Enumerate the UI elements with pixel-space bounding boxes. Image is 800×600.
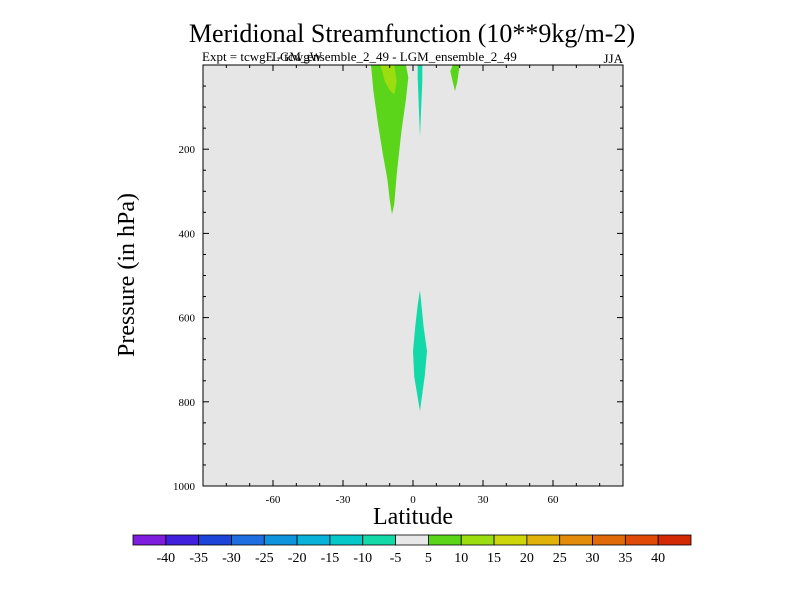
colorbar-swatch [592,534,626,546]
colorbar-swatch [657,534,692,546]
x-tick-label: -30 [336,494,351,506]
colorbar-label: 20 [520,551,534,566]
y-tick-label: 200 [179,144,196,156]
y-tick-label: 600 [179,313,196,325]
x-tick-label: 30 [478,494,490,506]
colorbar-label: 25 [553,551,567,566]
colorbar-label: -35 [189,551,208,566]
contour-region-3 [450,65,460,92]
colorbar-swatch [231,534,265,546]
contour-region-0 [371,65,409,215]
colorbar-label: -40 [156,551,175,566]
colorbar-label: -15 [321,551,340,566]
contour-region-4 [413,290,427,412]
colorbar-label: 10 [454,551,468,566]
contour-region-1 [380,65,397,95]
axis-ticks: -60 -30 0 30 60 200 400 600 800 1000 [173,65,624,506]
colorbar-swatch [428,534,462,546]
colorbar-swatch [362,534,396,546]
y-tick-label: 400 [179,228,196,240]
ensemble-label: LGM_ensemble_2_49 - LGM_ensemble_2_49 [272,49,517,64]
colorbar-label: 35 [618,551,632,566]
y-tick-label: 1000 [173,481,196,493]
colorbar-swatch [395,534,429,546]
colorbar-swatch [296,534,331,546]
colorbar-swatch [263,534,298,546]
colorbar-label: -20 [288,551,307,566]
contour-regions [371,65,460,412]
experiment-label: Expt = tcwgE - tcwgW [202,49,323,64]
colorbar-swatch [329,534,364,546]
colorbar-swatch [624,534,659,546]
colorbar-label: -5 [390,551,402,566]
colorbar-swatch [526,534,561,546]
colorbar-label: 30 [586,551,600,566]
colorbar-label: 5 [425,551,432,566]
colorbar-swatch [198,534,232,546]
colorbar-swatch [460,534,495,546]
colorbar: -40 -35 -30 -25 -20 -15 -10 -5 5 10 15 20 25 30 35 40 [132,534,692,566]
colorbar-label: -10 [353,551,372,566]
colorbar-swatch [132,534,167,546]
x-tick-label: 0 [410,494,416,506]
colorbar-label: -25 [255,551,274,566]
colorbar-label: 15 [487,551,501,566]
colorbar-label: -30 [222,551,241,566]
x-tick-label: -60 [266,494,281,506]
colorbar-swatch [559,534,593,546]
plot-background [203,65,623,486]
x-axis-label: Latitude [373,504,453,530]
colorbar-label: 40 [651,551,665,566]
chart-title: Meridional Streamfunction (10**9kg/m-2) [189,19,635,48]
colorbar-swatch [165,534,200,546]
x-tick-label: 60 [548,494,560,506]
contour-region-2 [417,65,423,137]
y-tick-label: 800 [179,397,196,409]
colorbar-swatch [493,534,528,546]
y-axis-label: Pressure (in hPa) [114,193,140,357]
season-label: JJA [603,51,623,66]
